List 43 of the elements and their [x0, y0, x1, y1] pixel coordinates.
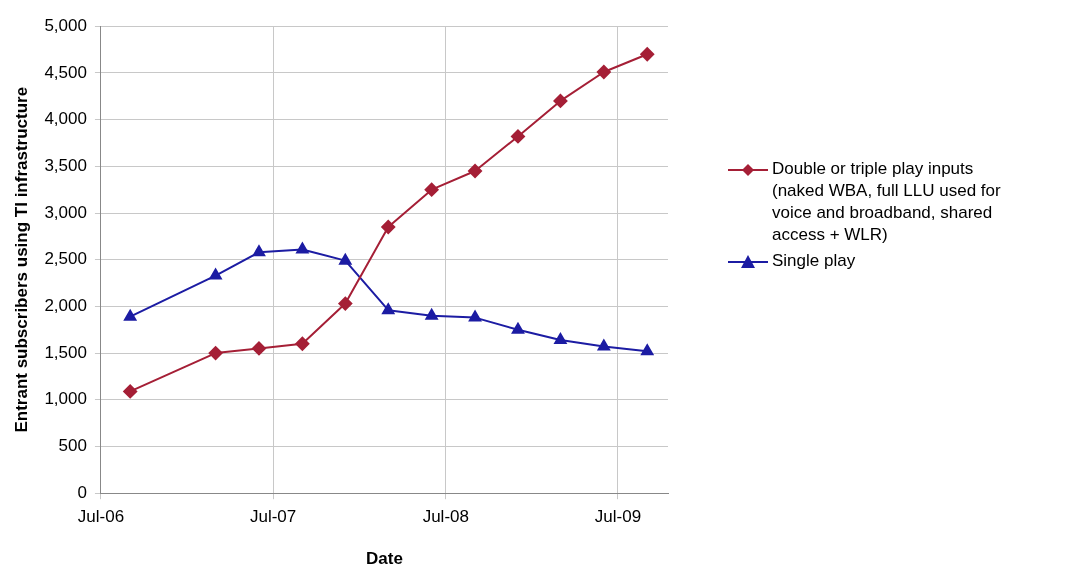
point — [468, 310, 482, 322]
legend-label: Double or triple play inputs (naked WBA, full LLU used for voice and broadband, shared access + WLR) — [772, 158, 1002, 246]
point — [597, 339, 611, 351]
point — [510, 129, 525, 144]
legend-label: Single play — [772, 250, 856, 272]
y-tick-label: 1,500 — [44, 342, 87, 362]
point — [640, 47, 655, 62]
y-tick-label: 4,500 — [44, 62, 87, 82]
y-tick-label: 5,000 — [44, 15, 87, 35]
y-tick-label: 500 — [58, 436, 87, 456]
point — [641, 344, 654, 356]
x-tick-label: Jul-09 — [594, 507, 642, 527]
point — [468, 163, 483, 178]
y-tick-label: 3,500 — [44, 155, 87, 175]
y-tick-label: 2,000 — [44, 296, 87, 316]
y-tick-label: 0 — [77, 482, 87, 502]
point — [124, 309, 137, 321]
y-tick-label: 2,500 — [44, 249, 87, 269]
point — [296, 242, 309, 254]
x-tick-label: Jul-06 — [77, 507, 125, 527]
point — [338, 296, 353, 311]
point — [123, 384, 138, 399]
y-tick-label: 1,000 — [44, 389, 87, 409]
point — [209, 268, 222, 280]
point — [424, 182, 439, 197]
point — [251, 341, 266, 356]
y-axis-title: Entrant subscribers using TI infrastructure — [11, 86, 31, 433]
point — [252, 245, 266, 257]
y-tick-label: 3,000 — [44, 202, 87, 222]
point — [208, 346, 223, 361]
point — [382, 303, 395, 315]
point — [511, 322, 525, 334]
point — [295, 336, 310, 351]
point — [554, 333, 567, 345]
point — [339, 253, 352, 265]
point — [596, 64, 611, 79]
x-tick-label: Jul-08 — [422, 507, 469, 527]
y-tick-label: 4,000 — [44, 109, 87, 129]
point — [381, 220, 396, 235]
point — [553, 93, 568, 108]
x-tick-label: Jul-07 — [249, 507, 297, 527]
x-axis-title: Date — [366, 549, 403, 569]
point — [425, 308, 438, 320]
